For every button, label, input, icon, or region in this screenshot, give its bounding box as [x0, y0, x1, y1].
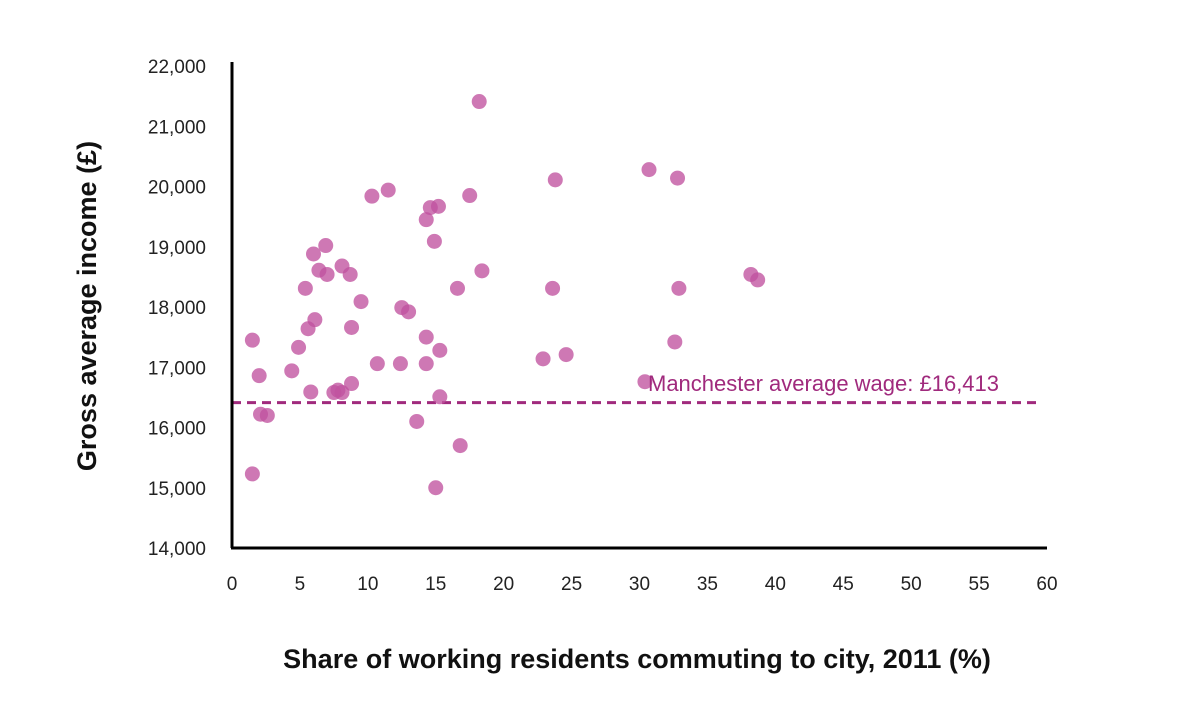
data-point: [342, 266, 358, 282]
data-point: [307, 312, 323, 328]
x-tick-label: 40: [765, 574, 786, 595]
data-point: [297, 280, 313, 296]
data-point: [452, 438, 468, 454]
data-point: [344, 376, 360, 392]
data-point: [259, 407, 275, 423]
y-tick-label: 18,000: [148, 298, 206, 319]
data-point: [334, 385, 350, 401]
data-point: [426, 233, 442, 249]
x-tick-label: 5: [295, 574, 306, 595]
data-point: [462, 188, 478, 204]
data-point: [535, 351, 551, 367]
y-tick-label: 17,000: [148, 358, 206, 379]
data-point: [306, 246, 321, 262]
y-tick-label: 16,000: [148, 419, 206, 440]
data-point: [558, 347, 574, 363]
data-point: [303, 384, 319, 400]
data-point: [471, 94, 487, 110]
data-points-layer: [244, 94, 766, 496]
x-tick-label: 25: [561, 574, 582, 595]
y-tick-labels: 14,000 15,000 16,000 17,000 18,000 19,000 20,0…: [148, 57, 206, 560]
axes-layer: [230, 62, 1047, 550]
data-point: [318, 238, 334, 254]
y-tick-label: 19,000: [148, 238, 206, 259]
x-tick-label: 35: [697, 574, 718, 595]
y-tick-label: 22,000: [148, 57, 206, 78]
data-point: [380, 182, 396, 198]
data-point: [432, 342, 448, 358]
data-point: [449, 280, 465, 296]
data-point: [641, 162, 657, 178]
x-tick-label: 30: [629, 574, 650, 595]
data-point: [392, 356, 408, 372]
x-tick-label: 50: [901, 574, 922, 595]
data-point: [670, 170, 686, 186]
x-tick-label: 10: [357, 574, 378, 595]
y-tick-label: 21,000: [148, 117, 206, 138]
data-point: [418, 329, 434, 345]
data-point: [430, 198, 446, 214]
data-point: [547, 172, 563, 188]
reference-line-label: Manchester average wage: £16,413: [648, 371, 999, 396]
x-tick-label: 55: [969, 574, 990, 595]
data-point: [353, 294, 369, 310]
data-point: [284, 363, 300, 379]
data-point: [671, 280, 687, 296]
data-point: [291, 339, 307, 355]
y-tick-label: 14,000: [148, 539, 206, 560]
data-point: [344, 319, 360, 335]
data-point: [418, 212, 434, 228]
data-point: [401, 304, 417, 320]
data-point: [418, 356, 434, 372]
x-tick-label: 60: [1036, 574, 1057, 595]
data-point: [545, 280, 561, 296]
data-point: [474, 263, 490, 279]
data-point: [667, 334, 683, 350]
data-point: [244, 466, 260, 482]
data-point: [750, 272, 766, 288]
data-point: [369, 356, 385, 372]
x-tick-label: 45: [833, 574, 854, 595]
y-tick-label: 15,000: [148, 479, 206, 500]
x-tick-label: 15: [425, 574, 446, 595]
data-point: [637, 374, 653, 390]
x-tick-label: 20: [493, 574, 514, 595]
data-point: [364, 188, 380, 204]
data-point: [244, 332, 260, 348]
x-tick-labels: 0 5 10 15 20 25 30 35 40 45 50 55 60: [227, 574, 1058, 595]
x-tick-label: 0: [227, 574, 238, 595]
y-tick-label: 20,000: [148, 178, 206, 199]
data-point: [319, 266, 335, 282]
x-axis-title: Share of working residents commuting to …: [283, 644, 991, 674]
data-point: [428, 480, 444, 496]
data-point: [409, 413, 425, 429]
data-point: [251, 368, 267, 384]
y-axis-title: Gross average income (£): [72, 141, 102, 471]
data-point: [432, 389, 448, 405]
